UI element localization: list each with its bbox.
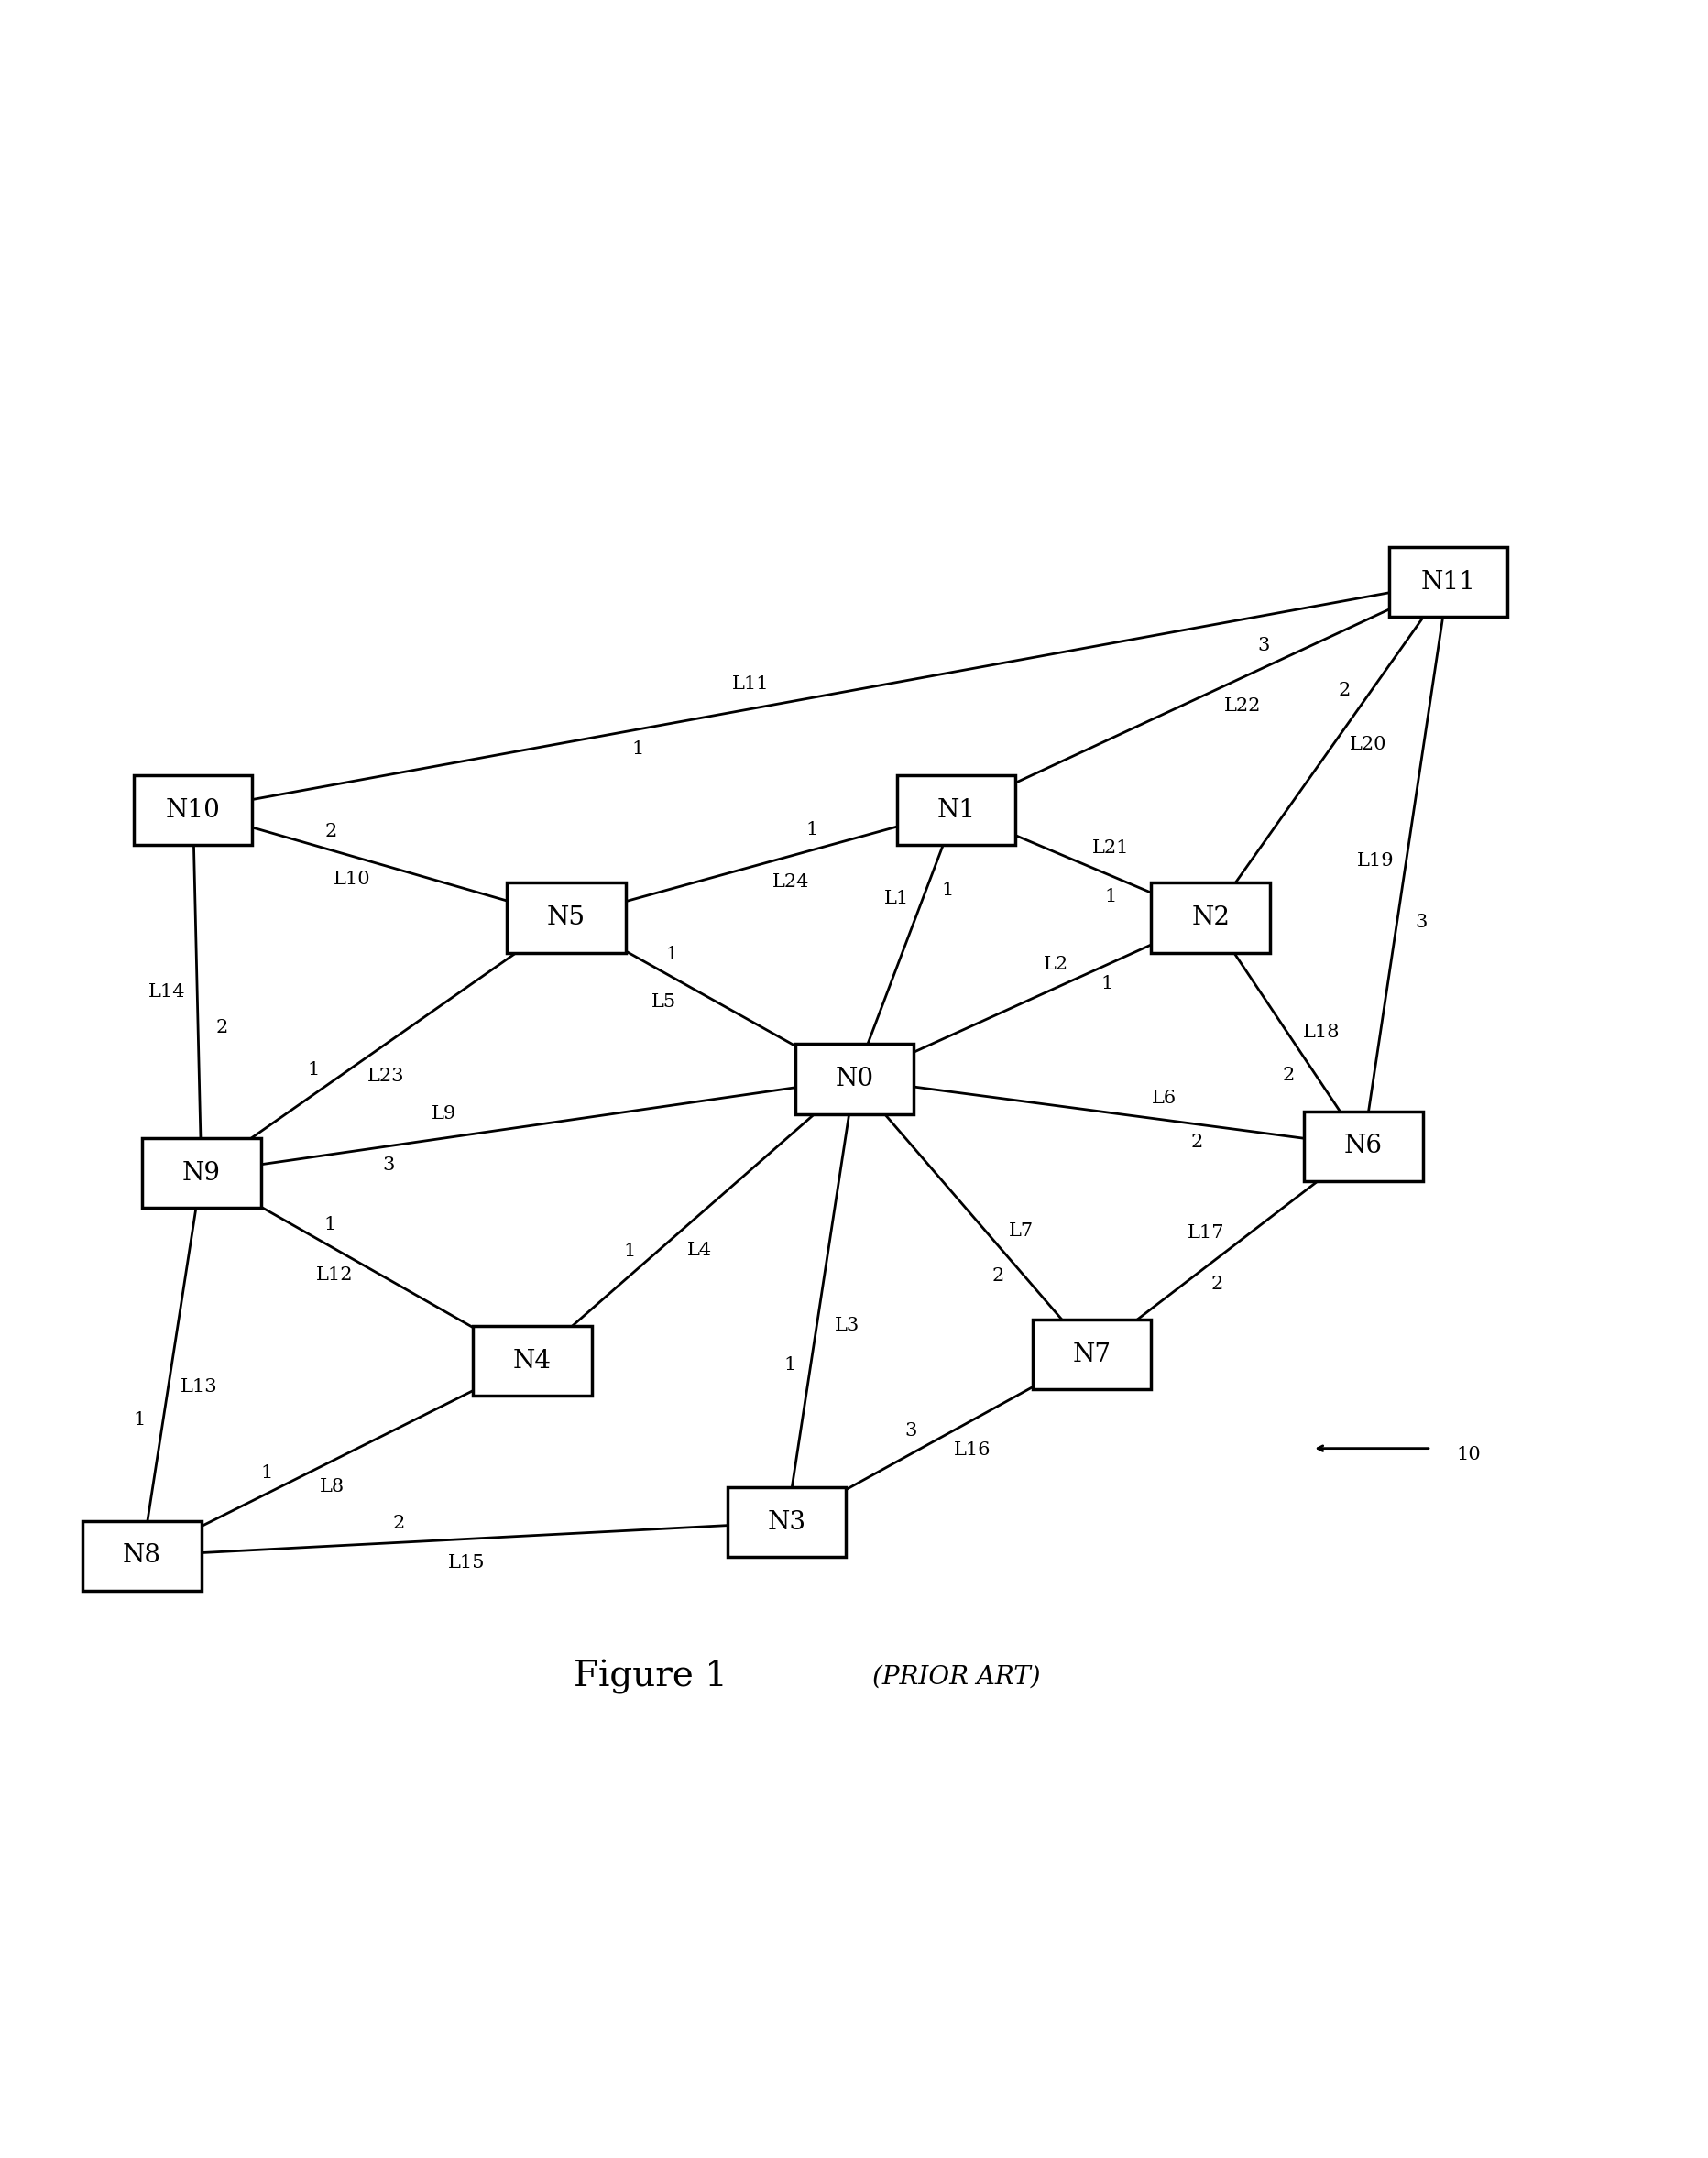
FancyBboxPatch shape <box>142 1137 261 1208</box>
Text: 2: 2 <box>215 1019 227 1036</box>
Text: N8: N8 <box>123 1543 161 1569</box>
Text: L18: L18 <box>1301 1023 1339 1040</box>
Text: L19: L19 <box>1356 852 1394 870</box>
Text: N1: N1 <box>936 798 975 822</box>
Text: 1: 1 <box>325 1215 336 1234</box>
Text: L4: L4 <box>687 1241 712 1258</box>
Text: L3: L3 <box>835 1316 859 1334</box>
Text: L24: L24 <box>772 872 810 891</box>
Text: N7: N7 <box>1073 1342 1110 1366</box>
Text: L10: L10 <box>333 870 371 887</box>
Text: N11: N11 <box>1419 570 1474 593</box>
Text: L11: L11 <box>733 675 769 693</box>
Text: 2: 2 <box>991 1267 1003 1284</box>
Text: Figure 1: Figure 1 <box>574 1660 728 1694</box>
Text: 1: 1 <box>261 1465 273 1483</box>
Text: 2: 2 <box>1190 1133 1202 1150</box>
Text: L21: L21 <box>1091 839 1129 857</box>
Text: 1: 1 <box>133 1411 145 1429</box>
Text: L1: L1 <box>883 889 909 906</box>
Text: 10: 10 <box>1455 1446 1481 1463</box>
Text: L16: L16 <box>953 1442 991 1459</box>
Text: 2: 2 <box>393 1515 405 1532</box>
Text: N0: N0 <box>835 1066 873 1092</box>
Text: 3: 3 <box>904 1422 915 1439</box>
Text: L8: L8 <box>319 1478 345 1495</box>
Text: L15: L15 <box>447 1554 485 1571</box>
Text: 1: 1 <box>307 1062 319 1079</box>
FancyBboxPatch shape <box>1303 1111 1423 1180</box>
FancyBboxPatch shape <box>1032 1319 1151 1390</box>
Text: 1: 1 <box>784 1357 796 1375</box>
Text: L17: L17 <box>1187 1224 1225 1241</box>
Text: L13: L13 <box>181 1377 217 1396</box>
FancyBboxPatch shape <box>794 1044 914 1114</box>
FancyBboxPatch shape <box>728 1487 845 1558</box>
Text: 1: 1 <box>1100 975 1112 993</box>
Text: L6: L6 <box>1151 1090 1177 1107</box>
FancyBboxPatch shape <box>897 775 1015 846</box>
Text: N3: N3 <box>767 1511 806 1534</box>
Text: 2: 2 <box>1337 682 1349 699</box>
Text: L5: L5 <box>651 993 676 1010</box>
Text: L23: L23 <box>367 1068 405 1085</box>
FancyBboxPatch shape <box>1389 546 1506 617</box>
Text: N5: N5 <box>547 906 586 930</box>
Text: 1: 1 <box>623 1243 635 1260</box>
Text: 2: 2 <box>1283 1066 1295 1083</box>
Text: 2: 2 <box>325 822 336 839</box>
Text: L22: L22 <box>1223 697 1261 714</box>
Text: L9: L9 <box>432 1105 456 1122</box>
FancyBboxPatch shape <box>507 883 625 952</box>
Text: N6: N6 <box>1344 1133 1382 1159</box>
Text: 1: 1 <box>666 945 678 962</box>
Text: 1: 1 <box>941 880 953 900</box>
FancyBboxPatch shape <box>82 1521 202 1590</box>
Text: 2: 2 <box>1211 1275 1223 1293</box>
Text: 3: 3 <box>1257 637 1269 654</box>
Text: 1: 1 <box>632 740 644 757</box>
Text: (PRIOR ART): (PRIOR ART) <box>871 1664 1040 1690</box>
Text: L14: L14 <box>149 984 184 1001</box>
Text: 1: 1 <box>806 822 818 839</box>
FancyBboxPatch shape <box>1151 883 1269 952</box>
Text: 3: 3 <box>1414 915 1426 932</box>
Text: N4: N4 <box>512 1349 552 1372</box>
Text: L2: L2 <box>1042 956 1068 973</box>
Text: N10: N10 <box>166 798 220 822</box>
FancyBboxPatch shape <box>473 1327 591 1396</box>
Text: L12: L12 <box>316 1267 354 1284</box>
Text: N9: N9 <box>183 1161 220 1185</box>
Text: L20: L20 <box>1349 736 1385 753</box>
Text: 3: 3 <box>383 1157 395 1174</box>
Text: L7: L7 <box>1008 1224 1033 1241</box>
Text: 1: 1 <box>1103 889 1115 906</box>
Text: N2: N2 <box>1190 906 1230 930</box>
FancyBboxPatch shape <box>133 775 253 846</box>
